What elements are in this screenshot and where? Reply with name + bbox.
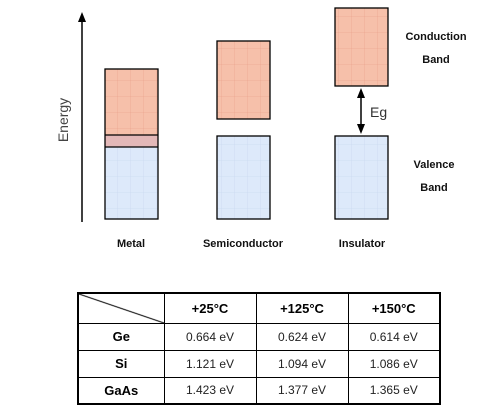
table-cell: 0.624 eV: [255, 322, 349, 351]
metal-conduction-band-grid: [105, 69, 158, 147]
table-header-cell: +125°C: [255, 292, 349, 324]
table-row-header: Ge: [77, 322, 165, 351]
material-label-metal: Metal: [117, 238, 145, 250]
metal-band-outline: [104, 68, 159, 220]
band-diagram: Energy Eg Conduction Band Valence Band M…: [55, 7, 467, 250]
material-label-insulator: Insulator: [339, 238, 386, 250]
conduction-band-label-line1: Conduction: [405, 31, 466, 43]
energy-axis-label: Energy: [55, 98, 71, 142]
table-header-cell: +25°C: [163, 292, 257, 324]
table-cell: 1.121 eV: [163, 349, 257, 378]
semiconductor-conduction-band-grid: [216, 40, 271, 120]
band-gap-label: Eg: [370, 104, 387, 120]
table-row: Ge 0.664 eV 0.624 eV 0.614 eV: [77, 322, 441, 351]
band-gap-arrow: [357, 88, 365, 134]
table-cell: 1.086 eV: [347, 349, 441, 378]
table-cell: 1.094 eV: [255, 349, 349, 378]
valence-band-label-line2: Band: [420, 182, 448, 194]
band-gap-arrowhead-up: [357, 88, 365, 98]
table-row-header: GaAs: [77, 376, 165, 405]
table-cell: 0.614 eV: [347, 322, 441, 351]
table-corner-cell: [77, 292, 165, 324]
table-row: GaAs 1.423 eV 1.377 eV 1.365 eV: [77, 376, 441, 405]
material-label-semiconductor: Semiconductor: [203, 238, 284, 250]
table-header-row: +25°C +125°C +150°C: [77, 292, 441, 324]
semiconductor-bands: [216, 40, 271, 220]
energy-axis-arrowhead: [78, 12, 86, 22]
table-cell: 1.365 eV: [347, 376, 441, 405]
table-row: Si 1.121 eV 1.094 eV 1.086 eV: [77, 349, 441, 378]
metal-overlap-region: [105, 135, 158, 147]
insulator-valence-band-grid: [334, 135, 389, 220]
semiconductor-valence-band-grid: [216, 135, 271, 220]
table-cell: 1.377 eV: [255, 376, 349, 405]
table-cell: 1.423 eV: [163, 376, 257, 405]
table-row-header: Si: [77, 349, 165, 378]
band-gap-arrowhead-down: [357, 124, 365, 134]
conduction-band-label-line2: Band: [422, 54, 450, 66]
insulator-bands: [334, 7, 389, 220]
table-cell: 0.664 eV: [163, 322, 257, 351]
metal-bands: [104, 68, 159, 220]
band-gap-table: +25°C +125°C +150°C Ge 0.664 eV 0.624 eV…: [77, 292, 441, 405]
table-header-cell: +150°C: [347, 292, 441, 324]
insulator-conduction-band-grid: [334, 7, 389, 87]
valence-band-label-line1: Valence: [414, 159, 455, 171]
metal-valence-band-grid: [105, 135, 158, 219]
